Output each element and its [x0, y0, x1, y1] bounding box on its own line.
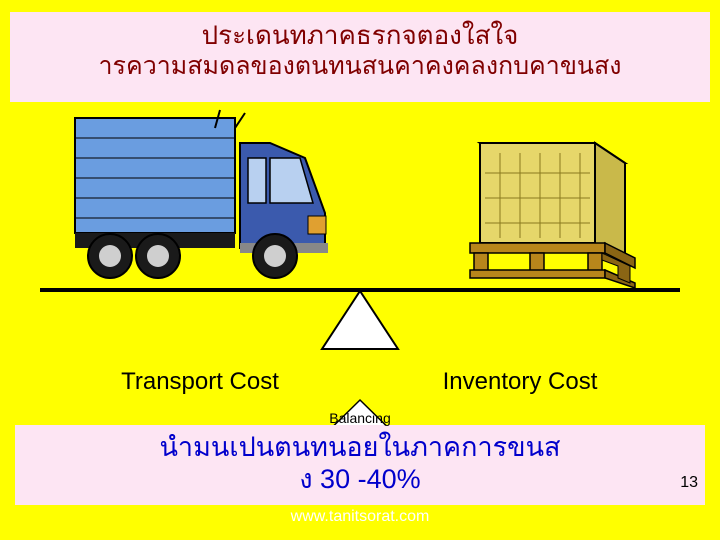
bottom-line1: นำมนเปนตนทนอยในภาคการขนส [21, 431, 699, 463]
page-number: 13 [680, 474, 698, 492]
balance-fulcrum-icon [320, 291, 400, 351]
page-frame: ประเดนทภาคธรกจตองใสใจ ารความสมดลของตนทนส… [0, 0, 720, 540]
balancing-label: Balancing [329, 410, 391, 426]
title-line2: ารความสมดลของตนทนสนคาคงคลงกบคาขนสง [16, 51, 704, 81]
title-box: ประเดนทภาคธรกจตองใสใจ ารความสมดลของตนทนส… [10, 12, 710, 102]
left-label: Transport Cost [75, 368, 325, 396]
cargo-pallet-icon [450, 138, 650, 288]
bottom-box: นำมนเปนตนทนอยในภาคการขนส ง 30 -40% [15, 425, 705, 505]
truck-icon [70, 98, 330, 288]
footer-url: www.tanitsorat.com [0, 508, 720, 526]
right-label: Inventory Cost [395, 368, 645, 396]
bottom-line2: ง 30 -40% [21, 463, 699, 495]
title-line1: ประเดนทภาคธรกจตองใสใจ [16, 20, 704, 51]
balance-diagram: Transport Cost Inventory Cost Balancing … [40, 108, 680, 408]
